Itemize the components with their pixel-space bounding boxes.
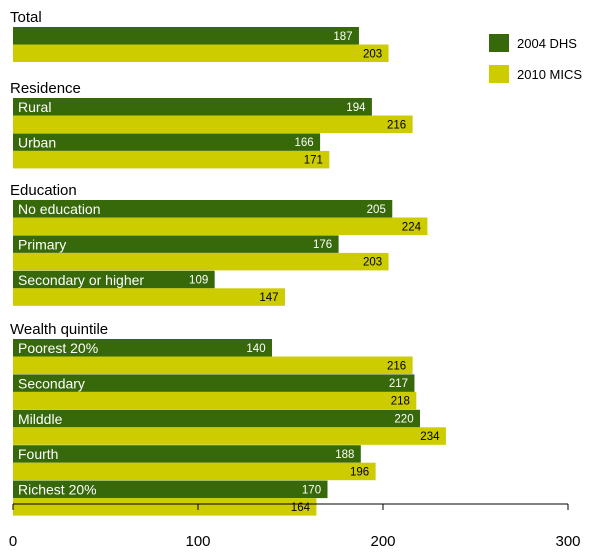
legend-label: 2010 MICS — [517, 67, 582, 82]
data-label: 176 — [313, 239, 332, 251]
x-tick-label: 100 — [185, 533, 210, 550]
bars-layer: Total 187 203 Residence 194 216 Rural 166 171 Urb… — [10, 9, 446, 516]
data-label: 164 — [291, 502, 311, 514]
category-label: Urban — [18, 134, 56, 150]
bar — [13, 462, 376, 481]
data-label: 216 — [387, 360, 406, 372]
group-title: Residence — [10, 80, 81, 97]
bar — [13, 498, 317, 516]
category-label: Rural — [18, 99, 51, 115]
data-label: 188 — [335, 449, 354, 461]
bar — [13, 235, 339, 253]
category-label: No education — [18, 201, 101, 217]
data-label: 217 — [389, 378, 408, 390]
category-label: Fourth — [18, 446, 58, 462]
legend-swatch — [489, 34, 509, 52]
bar — [13, 288, 285, 306]
category-label: Poorest 20% — [18, 340, 98, 356]
group-title: Education — [10, 182, 77, 199]
x-tick-label: 200 — [370, 533, 395, 550]
bar — [13, 200, 393, 218]
data-label: 171 — [304, 155, 323, 167]
data-label: 220 — [394, 414, 413, 426]
category-label: Secondary — [18, 375, 85, 391]
bar — [13, 445, 361, 463]
category-label: Milddle — [18, 411, 63, 427]
data-label: 196 — [350, 466, 369, 478]
bar — [13, 427, 446, 445]
bar — [13, 252, 389, 271]
bar — [13, 374, 415, 392]
x-tick-label: 0 — [9, 533, 17, 550]
data-label: 109 — [189, 275, 208, 287]
legend-swatch — [489, 65, 509, 83]
category-label: Secondary or higher — [18, 272, 144, 288]
data-label: 205 — [367, 204, 386, 216]
bar — [13, 44, 389, 62]
data-label: 234 — [420, 431, 440, 443]
data-label: 147 — [259, 292, 278, 304]
data-label: 224 — [402, 221, 422, 233]
data-label: 216 — [387, 119, 406, 131]
data-label: 218 — [391, 396, 410, 408]
data-label: 203 — [363, 48, 382, 60]
bar — [13, 339, 272, 357]
bar — [13, 480, 328, 499]
data-label: 203 — [363, 257, 382, 269]
x-axis: 0 100 200 300 — [9, 503, 581, 550]
group-title: Total — [10, 9, 42, 26]
category-label: Richest 20% — [18, 482, 97, 498]
bar — [13, 391, 417, 410]
bar — [13, 98, 372, 116]
x-tick-label: 300 — [555, 533, 580, 550]
bar — [13, 133, 321, 151]
bar — [13, 217, 428, 235]
data-label: 194 — [346, 102, 366, 114]
bar — [13, 150, 330, 169]
data-label: 166 — [295, 137, 314, 149]
data-label: 140 — [246, 343, 265, 355]
bar — [13, 27, 359, 45]
legend: 2004 DHS 2010 MICS — [489, 34, 582, 83]
data-label: 170 — [302, 484, 321, 496]
data-label: 187 — [333, 31, 352, 43]
category-label: Primary — [18, 236, 66, 252]
bar — [13, 115, 413, 133]
bar — [13, 409, 420, 428]
legend-label: 2004 DHS — [517, 36, 577, 51]
bar — [13, 356, 413, 374]
group-title: Wealth quintile — [10, 321, 108, 338]
bar — [13, 270, 215, 289]
